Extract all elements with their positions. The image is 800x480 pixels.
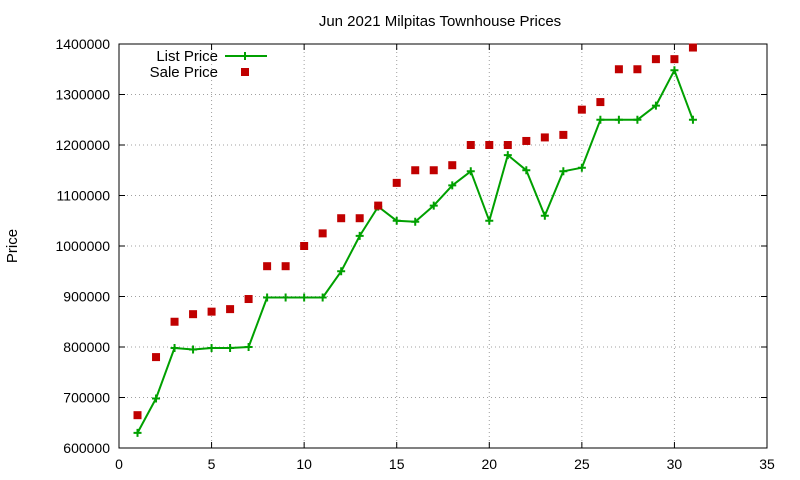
list-price-point [577,163,586,172]
x-tick-label: 0 [115,456,123,472]
x-tick-label: 5 [208,456,216,472]
list-price-point [466,167,475,176]
y-tick-label: 800000 [63,339,110,355]
list-price-point [522,166,531,175]
sale-price-point [559,130,568,139]
y-tick-label: 1400000 [55,36,110,52]
list-price-point [300,293,309,302]
legend-label-sale-price: Sale Price [150,64,218,81]
x-tick-label: 10 [296,456,312,472]
sale-price-point [244,295,253,304]
list-price-point [318,293,327,302]
sale-price-point [651,55,660,64]
sale-price-point [688,43,697,52]
list-price-point [281,293,290,302]
sale-price-point [614,65,623,74]
list-price-point [688,115,697,124]
legend-marker-list-price [241,52,249,60]
legend-marker-sale-price [241,68,249,76]
sale-price-point [577,105,586,114]
y-axis-label: Price [4,229,21,263]
sale-price-point [170,317,179,326]
sale-price-point [189,310,198,319]
list-price-point [133,428,142,437]
axis-ticks: 600000 700000 800000 900000 1000000 1100000 12… [55,36,775,472]
sale-price-point [392,178,401,187]
x-tick-label: 15 [389,456,405,472]
sale-price-point [263,262,272,271]
sale-price-point [633,65,642,74]
sale-price-point [503,141,512,149]
sale-price-point [207,307,216,316]
list-price-point [226,344,235,353]
sale-price-point [318,229,327,238]
list-price-point [263,293,272,302]
sale-price-point [281,262,290,271]
list-price-point [170,344,179,353]
series-layer [133,43,697,437]
list-price-point [559,167,568,176]
legend: List Price Sale Price [150,48,267,81]
sale-price-point [485,141,494,149]
list-price-point [485,216,494,225]
chart-title: Jun 2021 Milpitas Townhouse Prices [319,13,561,30]
sale-price-point [226,305,235,314]
list-price-point [207,344,216,353]
y-tick-label: 600000 [63,440,110,456]
sale-price-point [596,98,605,107]
list-price-point [392,216,401,225]
sale-price-point [522,136,531,145]
x-tick-label: 30 [667,456,683,472]
x-tick-label: 25 [574,456,590,472]
sale-price-point [448,161,457,170]
list-price-point [670,66,679,75]
sale-price-point [133,411,142,420]
sale-price-point [670,55,679,64]
list-price-line [136,69,694,434]
y-tick-label: 700000 [63,390,110,406]
sale-price-point [152,353,161,362]
sale-price-point [300,242,309,250]
list-price-point [614,115,623,124]
y-tick-label: 1100000 [57,188,111,204]
x-tick-label: 20 [481,456,497,472]
y-tick-label: 1200000 [55,137,110,153]
y-tick-label: 1000000 [55,238,110,254]
sale-price-point [411,166,420,175]
list-price-point [448,181,457,190]
list-price-point [189,345,198,354]
sale-price-point [355,214,364,223]
list-price-point [596,115,605,124]
legend-label-list-price: List Price [156,48,218,65]
list-price-point [429,201,438,210]
sale-price-point [374,201,383,210]
sale-price-point [540,133,549,142]
list-price-point [633,115,642,124]
y-tick-label: 1300000 [55,87,110,103]
list-price-point [244,343,253,351]
list-price-point [337,267,346,276]
sale-price-point [466,141,475,149]
x-tick-label: 35 [759,456,775,472]
list-price-point [503,151,512,160]
sale-price-point [429,166,438,175]
y-tick-label: 900000 [63,289,110,305]
list-price-point [540,211,549,220]
sale-price-point [337,214,346,223]
list-price-point [355,231,364,240]
list-price-point [651,101,660,110]
list-price-point [411,217,420,226]
list-price-point [152,394,161,403]
gridlines [119,44,767,448]
